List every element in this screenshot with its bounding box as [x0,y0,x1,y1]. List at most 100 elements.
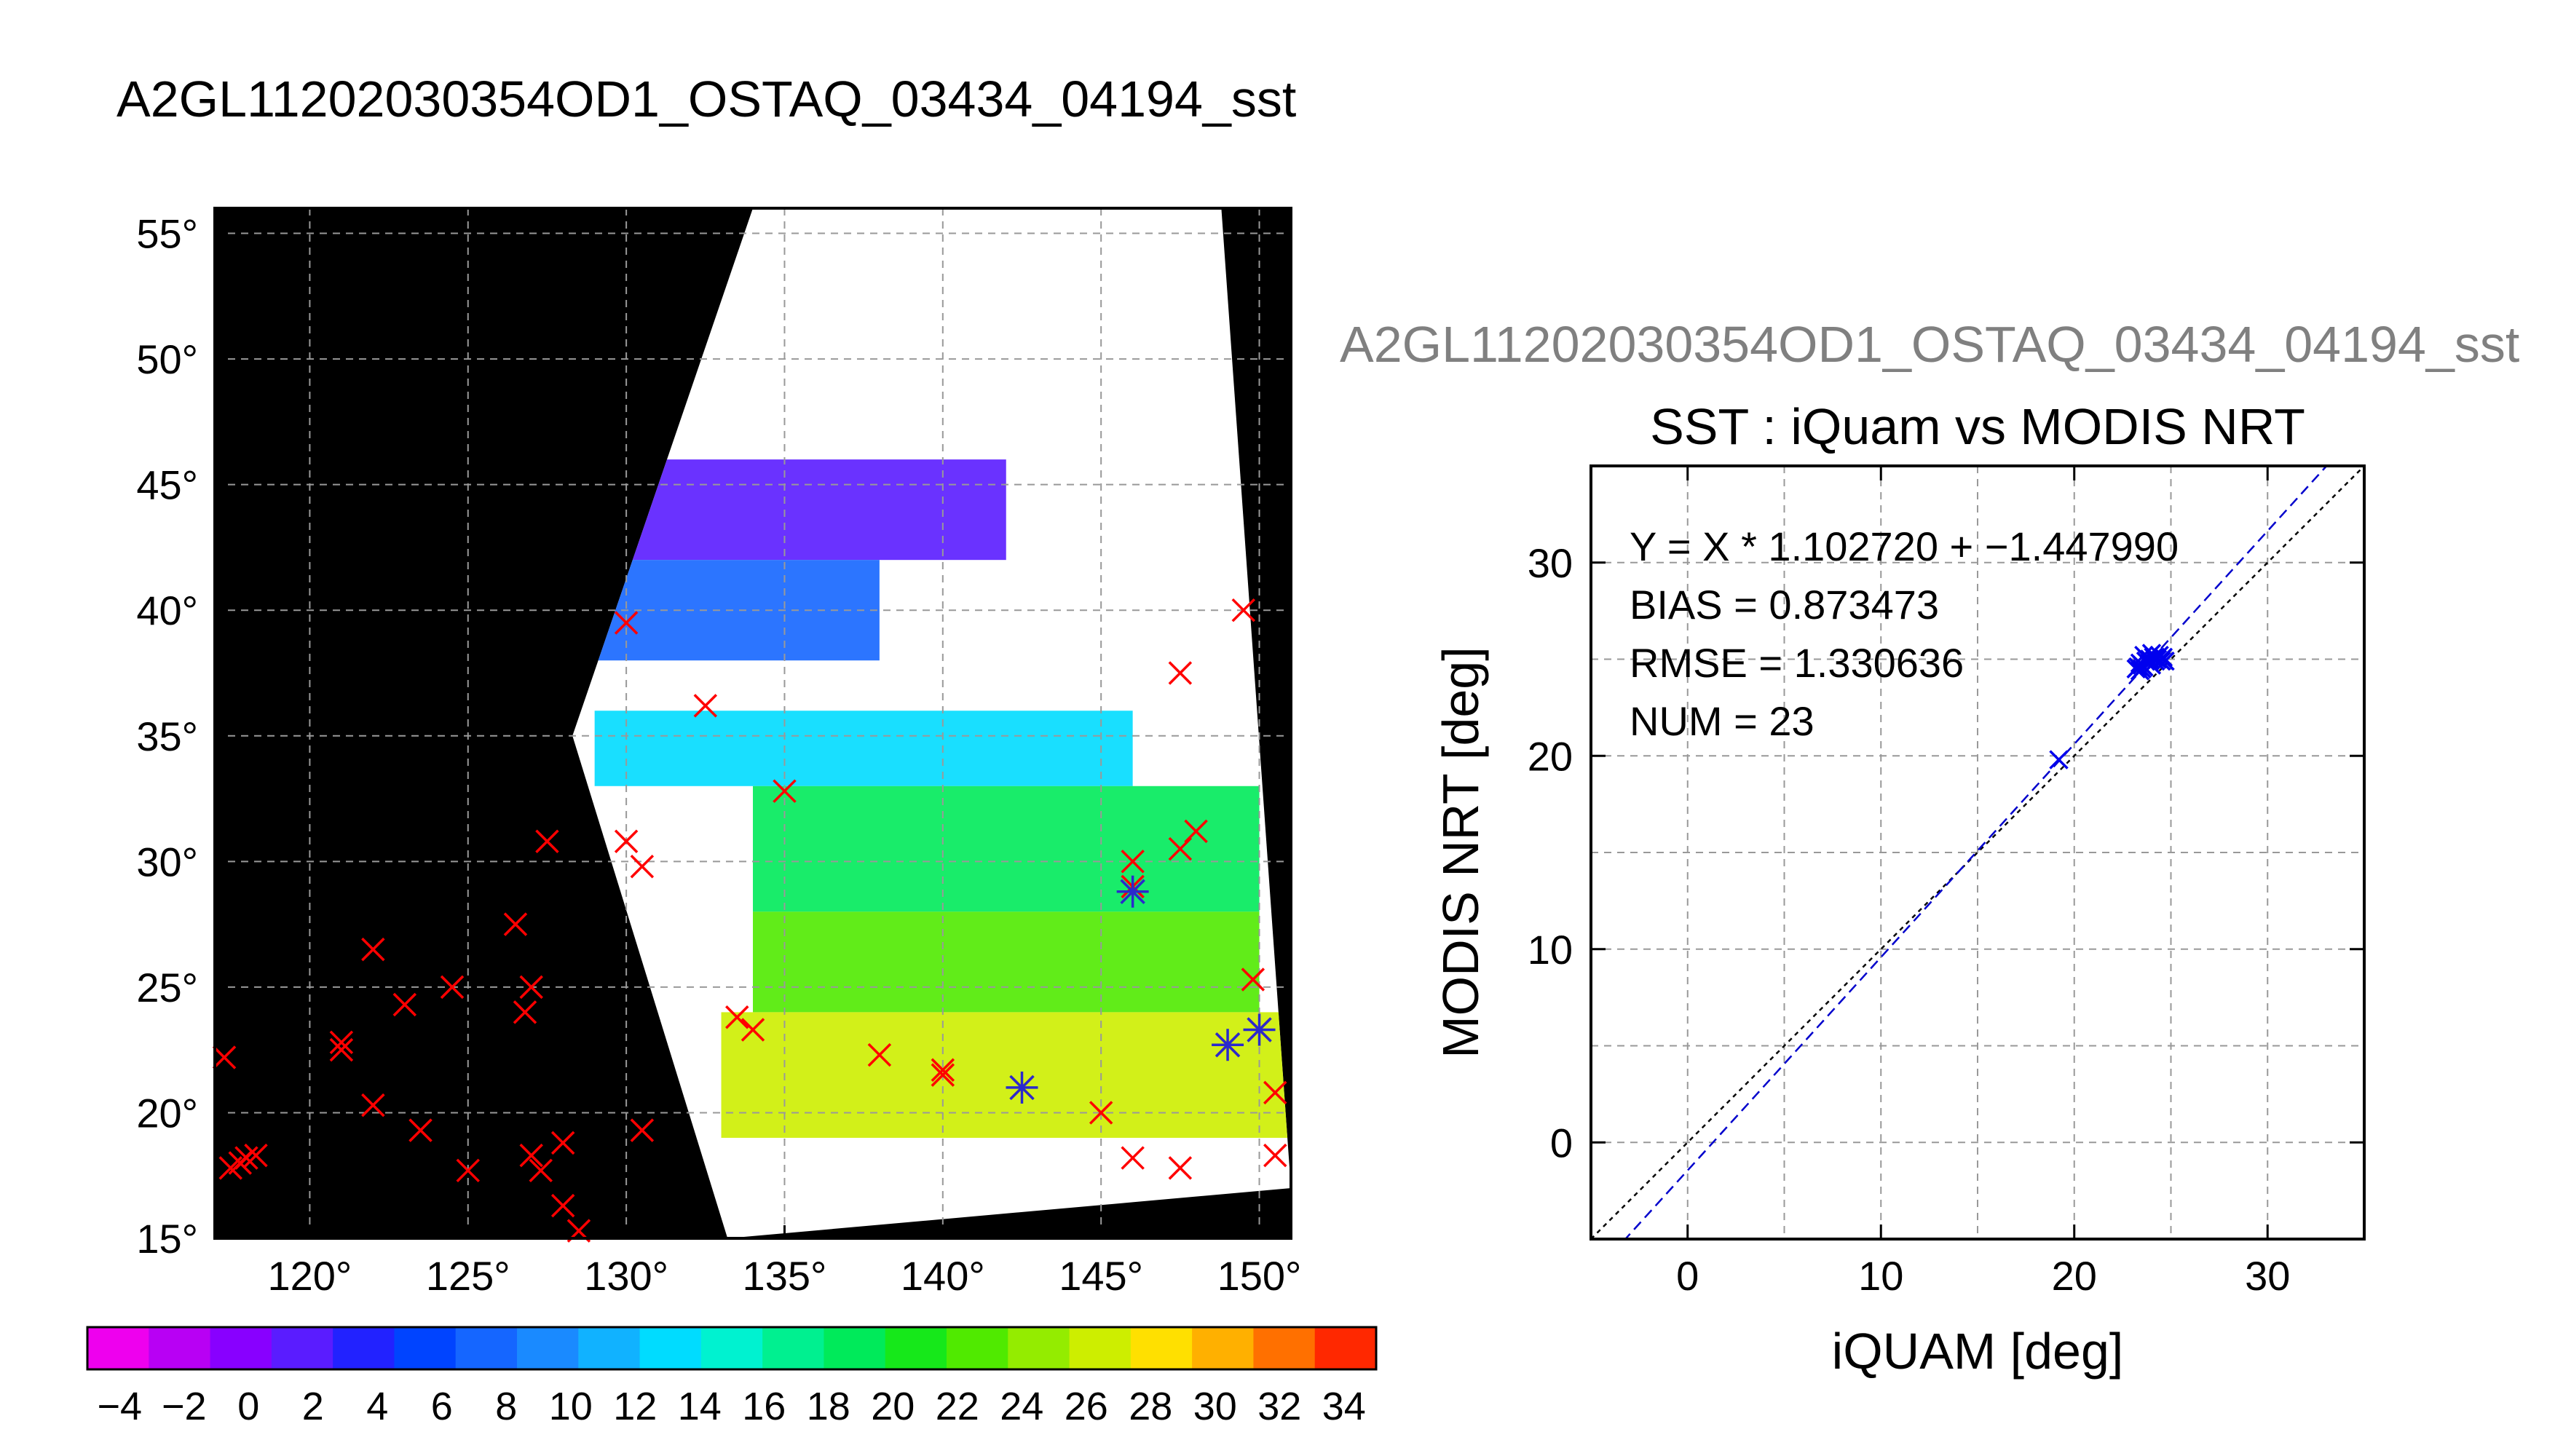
scatter-point [2155,651,2175,671]
right-header: A2GL11202030354OD1_OSTAQ_03434_04194_sst [1340,316,2519,373]
matched-point [1009,1075,1035,1101]
insitu-point [361,937,385,962]
colorbar-bin [87,1327,149,1369]
stat-rmse: RMSE = 1.330636 [1630,640,1964,686]
scatter-point [2140,649,2160,669]
insitu-point [1263,1143,1287,1168]
insitu-point [503,912,528,936]
insitu-point [329,1037,354,1062]
insitu-point [1263,1080,1287,1105]
insitu-point [535,829,559,853]
stat-num: NUM = 23 [1630,698,1814,744]
map-xtick-label: 130° [584,1253,668,1299]
scatter-xtick-label: 10 [1858,1253,1903,1299]
insitu-point [456,1158,481,1183]
colorbar-bin [1069,1327,1132,1369]
sst-band [753,911,1260,1013]
scatter-tick-labels: 0 10 20 30 0 10 20 30 [1528,466,2364,1299]
colorbar-label: 12 [613,1385,657,1428]
insitu-point [234,1146,258,1170]
scatter-point [2151,651,2171,671]
insitu-point [550,1131,575,1155]
colorbar-label: 6 [431,1385,453,1428]
insitu-point [614,611,639,635]
one-to-one-line [1591,466,2364,1239]
insitu-point [244,1143,268,1168]
matched-point [1120,879,1145,904]
map-xtick-label: 120° [267,1253,352,1299]
scatter-points [2049,644,2175,769]
sst-band [721,1012,1291,1138]
insitu-point [513,1000,537,1024]
colorbar-label: 34 [1322,1385,1366,1428]
insitu-point [1121,1146,1145,1170]
insitu-point [550,1193,575,1218]
x-axis-label: iQUAM [deg] [1832,1323,2124,1380]
scatter-point [2153,647,2173,668]
map-ytick-label: 15° [136,1216,198,1262]
colorbar-bin [517,1327,579,1369]
colorbar-label: 26 [1065,1385,1108,1428]
colorbar-labels: −4 −2 0 2 4 6 8 10 12 14 16 18 20 22 24 26 28 30 32 34 [97,1385,1365,1428]
scatter-point [2146,647,2165,668]
insitu-point [741,1018,765,1042]
scatter-ytick-label: 10 [1528,927,1573,973]
colorbar-bin [149,1327,211,1369]
colorbar-label: 8 [495,1385,517,1428]
colorbar-bin [394,1327,457,1369]
colorbar-bin [1314,1327,1377,1369]
insitu-point [529,1158,553,1183]
colorbar-label: −2 [162,1385,207,1428]
colorbar: −4 −2 0 2 4 6 8 10 12 14 16 18 20 22 24 26 28 30 32 34 [86,1326,1378,1428]
stats-box: Y = X * 1.102720 + −1.447990 BIAS = 0.87… [1630,523,2179,744]
map-xtick-label: 135° [743,1253,827,1299]
insitu-point [773,779,797,803]
insitu-point [212,1045,237,1069]
colorbar-bins [87,1327,1377,1369]
map-ytick-label: 30° [136,839,198,885]
y-axis-label: MODIS NRT [deg] [1432,646,1489,1058]
insitu-point [630,854,655,879]
main-title: A2GL11202030354OD1_OSTAQ_03434_04194_sst [117,71,1296,127]
insitu-point [1241,968,1265,992]
scatter-ytick-label: 30 [1528,540,1573,586]
map-ytick-label: 55° [136,211,198,257]
insitu-point [693,694,718,718]
stat-bias: BIAS = 0.873473 [1630,582,1939,628]
colorbar-label: 0 [237,1385,259,1428]
insitu-point [931,1063,955,1087]
colorbar-bin [824,1327,886,1369]
insitu-point [614,829,639,853]
insitu-point [440,975,465,1000]
map-xtick-label: 145° [1059,1253,1143,1299]
insitu-point [1168,661,1193,685]
map-points [212,598,1287,1243]
colorbar-label: 20 [871,1385,915,1428]
sst-band [594,711,1133,786]
map-ytick-label: 50° [136,336,198,382]
scatter-point [2134,657,2154,677]
map-ytick-label: 20° [136,1090,198,1136]
map-xtick-label: 140° [901,1253,985,1299]
colorbar-label: 14 [678,1385,722,1428]
colorbar-bin [1192,1327,1254,1369]
scatter-xtick-label: 0 [1676,1253,1699,1299]
scatter-grid [1591,466,2364,1239]
colorbar-label: 18 [807,1385,850,1428]
insitu-point [1231,598,1256,622]
map-xtick-label: 125° [426,1253,510,1299]
insitu-point [1184,819,1208,844]
matched-point [1215,1032,1241,1058]
colorbar-label: 24 [1000,1385,1043,1428]
colorbar-label: 16 [742,1385,786,1428]
colorbar-label: 10 [549,1385,593,1428]
map-ytick-label: 25° [136,965,198,1010]
insitu-point [725,1005,749,1029]
colorbar-bin [1130,1327,1193,1369]
colorbar-bin [700,1327,763,1369]
colorbar-frame [86,1326,1378,1371]
insitu-point [519,975,543,1000]
colorbar-bin [455,1327,518,1369]
scatter-ytick-label: 0 [1550,1120,1573,1166]
scatter-xtick-label: 20 [2052,1253,2097,1299]
